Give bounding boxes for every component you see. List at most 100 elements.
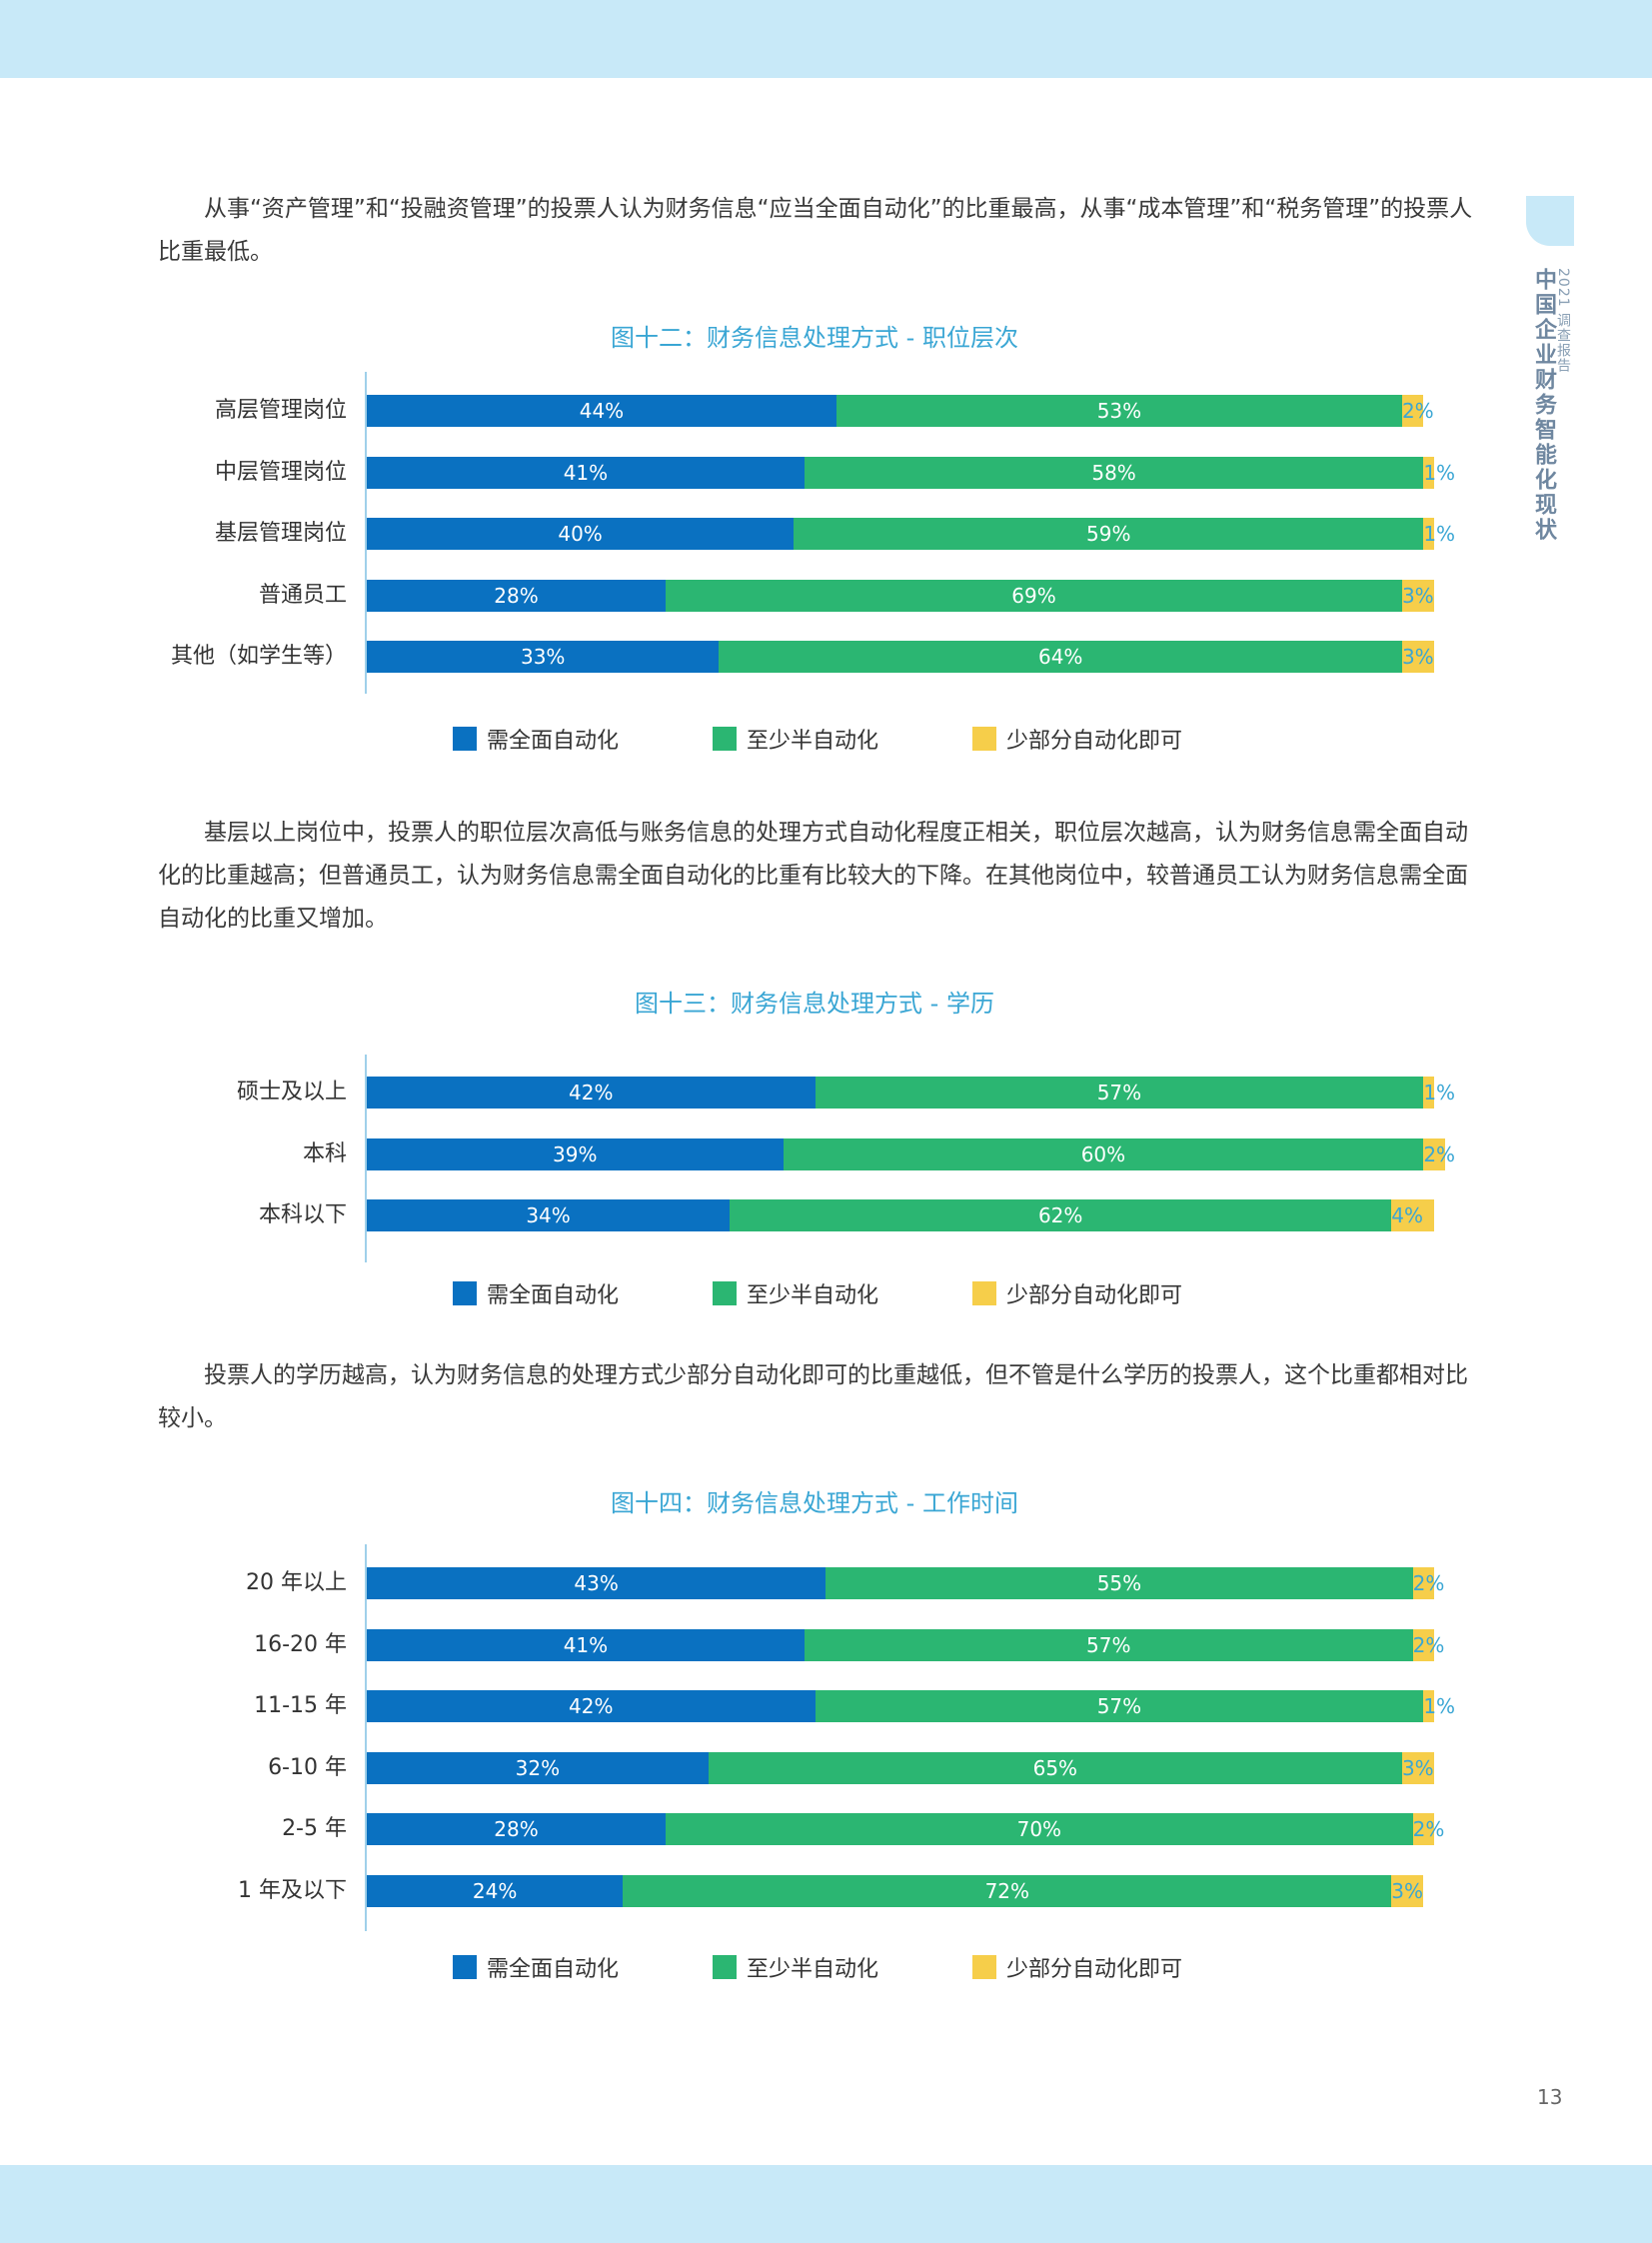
legend-item-full: 需全面自动化 xyxy=(453,724,619,754)
bar-partial: 2% xyxy=(1412,1629,1444,1661)
bar-partial: 2% xyxy=(1401,395,1434,427)
bar-row: 硕士及以上 42% 57% 1% xyxy=(0,1077,1652,1109)
legend-swatch xyxy=(972,727,996,751)
chart-title-13: 图十三：财务信息处理方式 - 学历 xyxy=(635,990,994,1018)
category-label: 其他（如学生等） xyxy=(170,644,347,669)
bar-row: 16-20 年 41% 57% 2% xyxy=(0,1629,1652,1661)
side-tab xyxy=(1526,196,1574,246)
legend-swatch xyxy=(713,1281,737,1305)
category-label: 20 年以上 xyxy=(246,1570,347,1595)
bar-row: 20 年以上 43% 55% 2% xyxy=(0,1567,1652,1599)
legend-label: 至少半自动化 xyxy=(747,1283,879,1308)
bar-half: 55% xyxy=(826,1567,1413,1599)
chart-axis-line xyxy=(365,1544,367,1931)
bar-full: 28% xyxy=(367,580,667,612)
paragraph-1: 从事“资产管理”和“投融资管理”的投票人认为财务信息“应当全面自动化”的比重最高… xyxy=(158,196,1473,265)
category-label: 1 年及以下 xyxy=(238,1878,347,1903)
bar-row: 其他（如学生等） 33% 64% 3% xyxy=(0,641,1652,673)
bar-full: 43% xyxy=(367,1567,826,1599)
bar-half: 64% xyxy=(719,641,1402,673)
category-label: 2-5 年 xyxy=(282,1816,347,1841)
legend-label: 需全面自动化 xyxy=(487,729,620,754)
chart-legend: 需全面自动化 至少半自动化 少部分自动化即可 xyxy=(0,1278,1652,1308)
bar-row: 6-10 年 32% 65% 3% xyxy=(0,1752,1652,1784)
category-label: 11-15 年 xyxy=(254,1693,347,1718)
bar-half: 53% xyxy=(835,395,1402,427)
chart-axis-line xyxy=(365,1055,367,1262)
legend-item-half: 至少半自动化 xyxy=(713,724,878,754)
category-label: 6-10 年 xyxy=(268,1755,347,1780)
bar-partial: 2% xyxy=(1412,1813,1444,1845)
bar-half: 62% xyxy=(730,1199,1392,1231)
paragraph-3: 投票人的学历越高，认为财务信息的处理方式少部分自动化即可的比重越低，但不管是什么… xyxy=(158,1362,1468,1431)
bar-partial: 3% xyxy=(1401,641,1434,673)
category-label: 中层管理岗位 xyxy=(214,460,347,485)
chart-title-12: 图十二：财务信息处理方式 - 职位层次 xyxy=(611,324,1018,352)
bar-full: 34% xyxy=(367,1199,731,1231)
top-band xyxy=(0,0,1652,78)
bar-full: 28% xyxy=(367,1813,667,1845)
bar-row: 高层管理岗位 44% 53% 2% xyxy=(0,395,1652,427)
legend-item-full: 需全面自动化 xyxy=(453,1278,619,1308)
bar-half: 60% xyxy=(783,1138,1424,1170)
bar-half: 57% xyxy=(815,1690,1424,1722)
category-label: 高层管理岗位 xyxy=(214,398,347,423)
bar-partial: 3% xyxy=(1401,580,1434,612)
legend-swatch xyxy=(453,1281,477,1305)
legend-label: 需全面自动化 xyxy=(487,1957,620,1982)
report-side-title: 中国企业财务智能化现状 xyxy=(1531,268,1556,543)
bar-full: 24% xyxy=(367,1875,624,1907)
bar-row: 中层管理岗位 41% 58% 1% xyxy=(0,457,1652,489)
bar-partial: 1% xyxy=(1423,518,1455,550)
legend-swatch xyxy=(713,1955,737,1979)
legend-item-full: 需全面自动化 xyxy=(453,1952,619,1982)
bar-row: 本科以下 34% 62% 4% xyxy=(0,1199,1652,1231)
bar-partial: 3% xyxy=(1401,1752,1434,1784)
bar-full: 40% xyxy=(367,518,795,550)
legend-item-half: 至少半自动化 xyxy=(713,1952,878,1982)
bar-half: 69% xyxy=(666,580,1402,612)
legend-label: 少部分自动化即可 xyxy=(1006,729,1183,754)
legend-swatch xyxy=(453,1955,477,1979)
category-label: 本科 xyxy=(302,1141,347,1166)
bar-full: 41% xyxy=(367,1629,805,1661)
bar-full: 41% xyxy=(367,457,805,489)
legend-swatch xyxy=(972,1281,996,1305)
bar-half: 58% xyxy=(804,457,1424,489)
legend-label: 需全面自动化 xyxy=(487,1283,620,1308)
chart-axis-line xyxy=(365,372,367,694)
bar-full: 39% xyxy=(367,1138,784,1170)
legend-item-partial: 少部分自动化即可 xyxy=(972,724,1182,754)
bar-full: 42% xyxy=(367,1077,816,1109)
bar-partial: 4% xyxy=(1391,1199,1434,1231)
category-label: 普通员工 xyxy=(258,583,347,608)
bar-full: 33% xyxy=(367,641,720,673)
paragraph-2: 基层以上岗位中，投票人的职位层次高低与账务信息的处理方式自动化程度正相关，职位层… xyxy=(158,820,1468,932)
chart-title-14: 图十四：财务信息处理方式 - 工作时间 xyxy=(611,1489,1018,1517)
legend-label: 少部分自动化即可 xyxy=(1006,1957,1183,1982)
page-number: 13 xyxy=(1537,2085,1563,2109)
report-side-label: 2021 调查报告 xyxy=(1555,268,1571,374)
legend-swatch xyxy=(453,727,477,751)
category-label: 基层管理岗位 xyxy=(214,521,347,546)
bar-partial: 1% xyxy=(1423,1690,1455,1722)
legend-item-half: 至少半自动化 xyxy=(713,1278,878,1308)
chart-legend: 需全面自动化 至少半自动化 少部分自动化即可 xyxy=(0,724,1652,754)
category-label: 硕士及以上 xyxy=(236,1080,347,1105)
bar-half: 57% xyxy=(804,1629,1413,1661)
chart-legend: 需全面自动化 至少半自动化 少部分自动化即可 xyxy=(0,1952,1652,1982)
legend-label: 至少半自动化 xyxy=(747,729,879,754)
bar-half: 70% xyxy=(666,1813,1413,1845)
bar-partial: 2% xyxy=(1412,1567,1444,1599)
bar-partial: 3% xyxy=(1391,1875,1424,1907)
bar-row: 2-5 年 28% 70% 2% xyxy=(0,1813,1652,1845)
bar-half: 72% xyxy=(623,1875,1392,1907)
legend-label: 少部分自动化即可 xyxy=(1006,1283,1183,1308)
bottom-band xyxy=(0,2165,1652,2243)
legend-item-partial: 少部分自动化即可 xyxy=(972,1952,1182,1982)
category-label: 16-20 年 xyxy=(254,1632,347,1657)
legend-item-partial: 少部分自动化即可 xyxy=(972,1278,1182,1308)
bar-half: 65% xyxy=(708,1752,1402,1784)
legend-swatch xyxy=(713,727,737,751)
bar-row: 本科 39% 60% 2% xyxy=(0,1138,1652,1170)
